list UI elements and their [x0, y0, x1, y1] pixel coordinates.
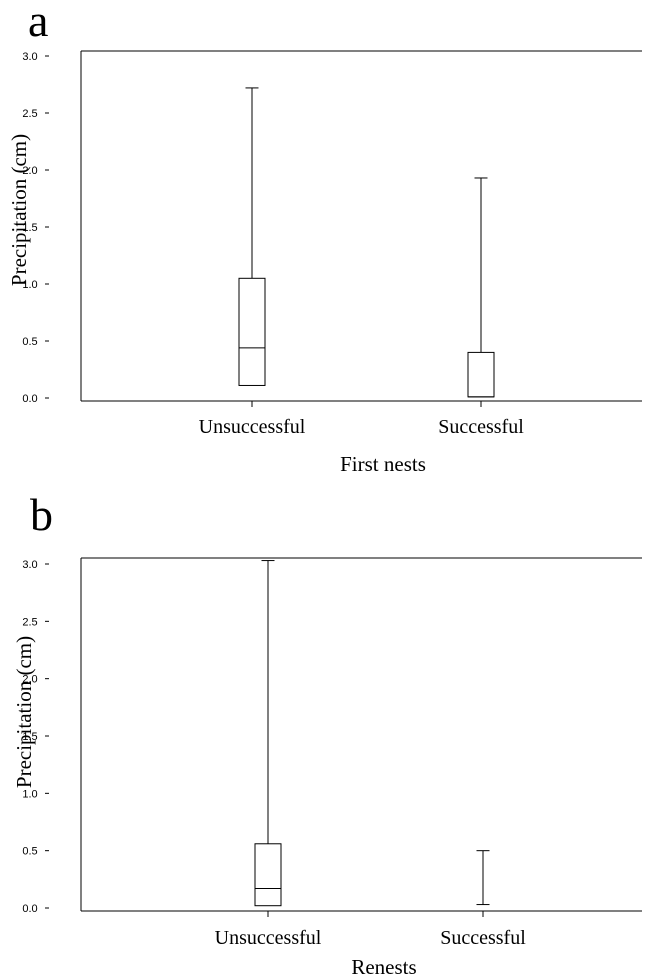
y-tick-label: 3.0 — [22, 559, 37, 571]
panel-b: b Precipitation (cm) Renests 0.0 0.5 1.0 1.… — [12, 489, 642, 977]
y-tick-labels: 0.0 0.5 1.0 1.5 2.0 2.5 3.0 — [22, 559, 49, 915]
y-tick-labels: 0.0 0.5 1.0 1.5 2.0 2.5 3.0 — [22, 51, 49, 405]
x-category-label: Successful — [440, 927, 526, 949]
y-tick-label: 2.5 — [22, 616, 37, 628]
y-axis-title: Precipitation (cm) — [12, 636, 36, 788]
x-category-labels: Unsuccessful Successful — [215, 911, 526, 949]
y-tick-label: 2.0 — [22, 165, 37, 177]
box-iqr — [238, 277, 266, 386]
y-tick-label: 0.0 — [22, 393, 37, 405]
y-tick-label: 0.5 — [22, 336, 37, 348]
x-category-label: Unsuccessful — [199, 416, 306, 438]
x-axis-title: First nests — [340, 452, 426, 476]
panel-label: a — [28, 0, 48, 46]
y-tick-label: 1.0 — [22, 279, 37, 291]
x-category-label: Successful — [438, 416, 524, 438]
panel-label: b — [30, 489, 53, 540]
x-axis-title: Renests — [351, 955, 416, 977]
y-tick-label: 0.0 — [22, 903, 37, 915]
panel-a: a Precipitation (cm) First nests 0.0 0.5 1… — [7, 0, 642, 476]
x-category-labels: Unsuccessful Successful — [199, 401, 524, 438]
y-tick-label: 1.5 — [22, 731, 37, 743]
y-axis-title: Precipitation (cm) — [7, 134, 31, 286]
y-tick-label: 1.0 — [22, 788, 37, 800]
boxes — [238, 87, 495, 398]
box-iqr — [467, 351, 495, 398]
y-tick-label: 1.5 — [22, 222, 37, 234]
y-tick-label: 3.0 — [22, 51, 37, 63]
x-category-label: Unsuccessful — [215, 927, 322, 949]
box-iqr — [254, 843, 282, 907]
y-tick-label: 2.0 — [22, 674, 37, 686]
y-tick-label: 2.5 — [22, 108, 37, 120]
y-tick-label: 0.5 — [22, 846, 37, 858]
boxes — [254, 560, 490, 907]
